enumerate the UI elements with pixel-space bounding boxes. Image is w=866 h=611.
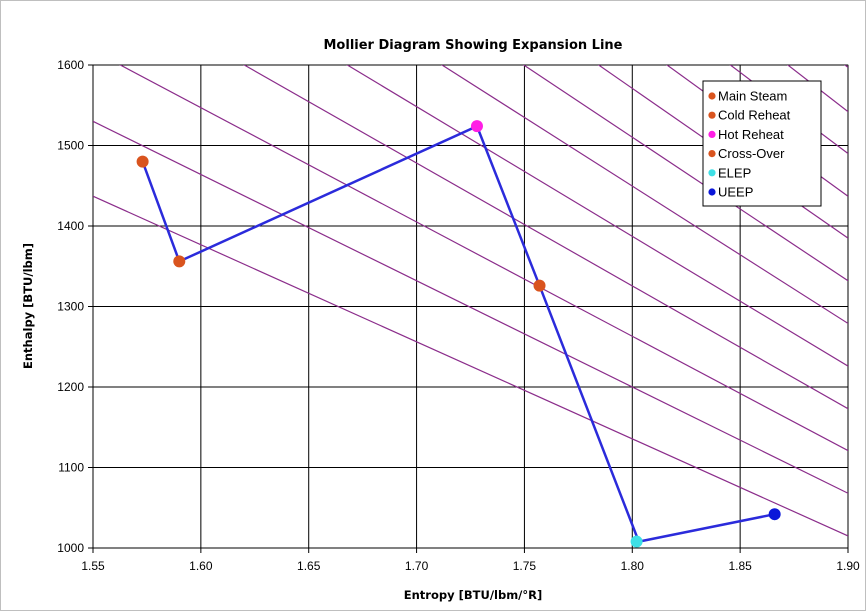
x-tick-label: 1.90: [836, 559, 860, 573]
isobar-line: [93, 195, 848, 537]
legend-entry: ELEP: [718, 165, 751, 180]
chart-title: Mollier Diagram Showing Expansion Line: [324, 38, 623, 53]
x-tick-label: 1.60: [189, 559, 213, 573]
y-tick-label: 1100: [58, 461, 84, 475]
legend-entry: Cold Reheat: [718, 108, 791, 123]
isobar-line: [243, 65, 848, 410]
legend-marker: [708, 130, 716, 138]
x-axis-ticks: 1.55 1.60 1.65 1.70 1.75 1.80 1.85 1.90: [81, 548, 860, 573]
legend: Main Steam Cold Reheat Hot Reheat Cross-Ove…: [702, 80, 822, 207]
point-elep: [630, 535, 643, 548]
y-axis-ticks: 1000 1100 1200 1300 1400 1500 1600: [57, 58, 93, 555]
legend-box: [702, 80, 822, 207]
isobar-line: [119, 65, 848, 452]
y-tick-label: 1500: [57, 139, 84, 153]
x-tick-label: 1.65: [297, 559, 321, 573]
legend-entry: UEEP: [718, 185, 753, 200]
point-cross-over: [533, 279, 546, 292]
point-main-steam: [136, 155, 149, 168]
data-points: [136, 120, 781, 548]
isobar-line: [346, 65, 848, 367]
point-hot-reheat: [470, 120, 483, 133]
y-tick-label: 1200: [57, 380, 84, 394]
y-tick-label: 1600: [57, 58, 84, 72]
y-axis-label: Enthalpy [BTU/lbm]: [21, 243, 35, 369]
x-axis-label: Entropy [BTU/lbm/°R]: [404, 588, 542, 602]
x-tick-label: 1.70: [405, 559, 429, 573]
isobar-line: [440, 65, 848, 324]
legend-entry: Cross-Over: [718, 146, 785, 161]
y-tick-label: 1300: [57, 300, 84, 314]
legend-marker: [708, 150, 716, 158]
x-tick-label: 1.80: [621, 559, 645, 573]
y-tick-label: 1400: [57, 219, 84, 233]
legend-entry: Main Steam: [718, 89, 787, 104]
grid: [92, 64, 849, 549]
x-tick-label: 1.85: [728, 559, 752, 573]
isobar-line: [93, 120, 848, 494]
expansion-polyline: [141, 124, 775, 543]
point-cold-reheat: [173, 255, 186, 268]
legend-marker: [708, 92, 716, 100]
x-tick-label: 1.75: [513, 559, 537, 573]
legend-entry: Hot Reheat: [718, 127, 784, 142]
legend-marker: [708, 169, 716, 177]
x-tick-label: 1.55: [81, 559, 105, 573]
legend-marker: [708, 111, 716, 119]
expansion-line: [141, 124, 775, 543]
y-tick-label: 1000: [57, 541, 84, 555]
legend-marker: [708, 188, 716, 196]
point-ueep: [768, 508, 781, 521]
